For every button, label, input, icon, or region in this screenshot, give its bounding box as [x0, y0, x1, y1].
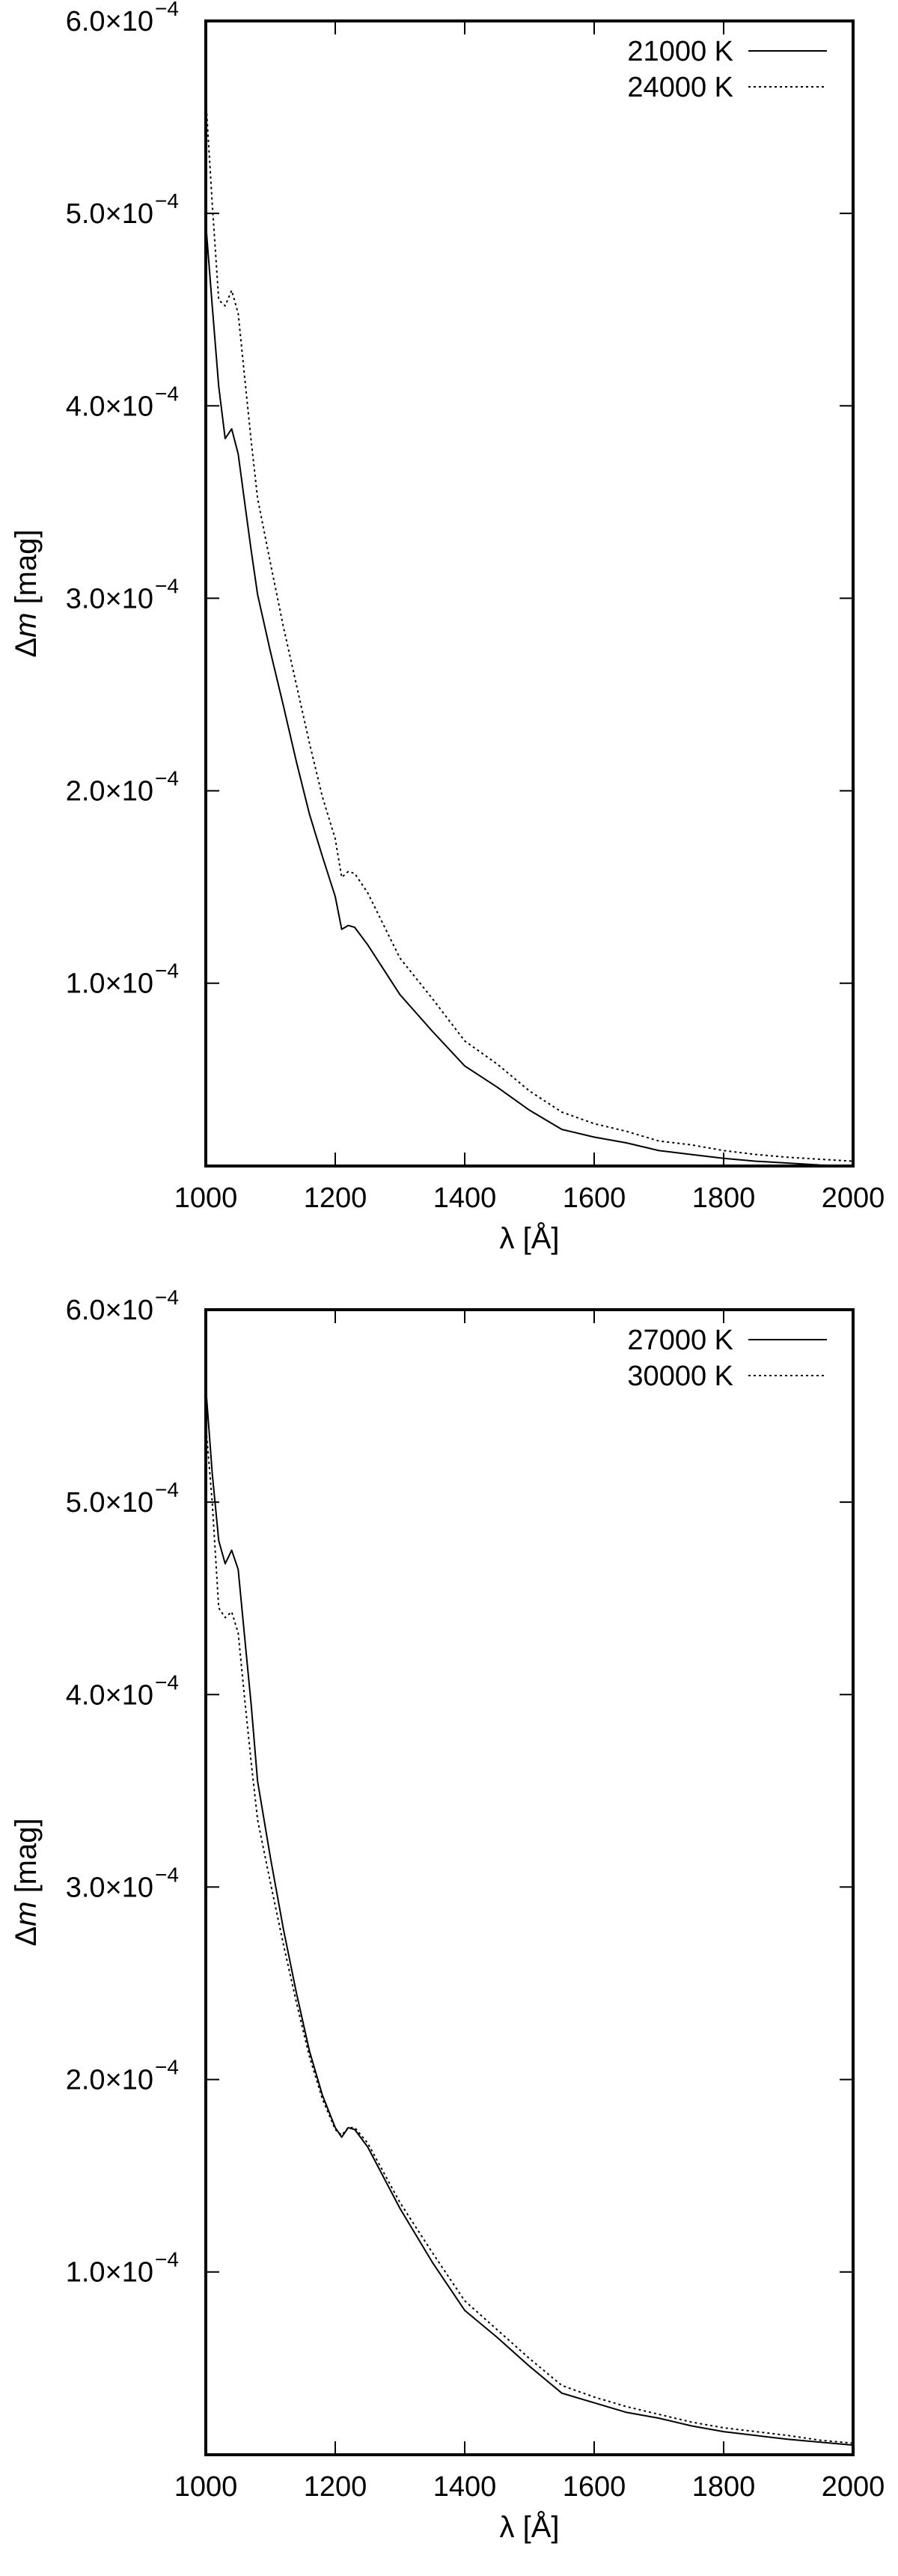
panel-top-x-tick-label-1400: 1400 [433, 1182, 497, 1214]
series-line-27000k [205, 1386, 854, 2447]
panel-top-x-tick-label-2000: 2000 [822, 1182, 885, 1214]
panel-bottom-series [205, 1386, 854, 2447]
panel-top-y-tick-label-6: 6.0×10 [66, 6, 153, 37]
panel-top-y-axis-label-symbol: Δ [10, 638, 43, 658]
panel-bottom-y-axis-label-symbol: Δ [10, 1926, 43, 1947]
panel-top-y-axis-label-variable: m [10, 613, 43, 638]
panel-top-y-tick-exponent-6: −4 [155, 0, 179, 20]
panel-bottom-y-axis-label-unit: [mag] [10, 1818, 43, 1901]
panel-top-x-tick-label-1800: 1800 [692, 1182, 756, 1214]
panel-top-y-tick-label-1: 1.0×10 [66, 968, 153, 1000]
panel-bottom-plot-frame [204, 1308, 855, 2456]
panel-bottom-y-tick-label-1: 1.0×10 [66, 2257, 153, 2289]
panel-bottom-x-tick-label-1000: 1000 [174, 2471, 238, 2503]
panel-bottom-x-tick-label-1200: 1200 [304, 2471, 367, 2503]
panel-top-legend: 21000 K 24000 K [627, 36, 827, 103]
series-line-24000k [205, 97, 854, 1162]
legend-label-27000k: 27000 K [627, 1325, 733, 1356]
panel-bottom-x-tick-label-2000: 2000 [822, 2471, 885, 2503]
series-line-30000k [205, 1425, 854, 2444]
panel-bottom-y-tick-label-6: 6.0×10 [66, 1295, 153, 1326]
panel-bottom-x-tick-label-1600: 1600 [563, 2471, 626, 2503]
panel-bottom-x-tick-label-1400: 1400 [433, 2471, 497, 2503]
panel-bottom-y-tick-exponent-6: −4 [155, 1286, 179, 1309]
panel-bottom-y-tick-label-5: 5.0×10 [66, 1487, 153, 1519]
panel-bottom-y-tick-exponent-5: −4 [155, 1478, 179, 1501]
panel-bottom-x-axis-label: λ [Å] [499, 2510, 559, 2544]
panel-top-y-axis-label-unit: [mag] [10, 529, 43, 612]
panel-top-y-tick-exponent-2: −4 [155, 767, 179, 790]
panel-top-x-tick-label-1000: 1000 [174, 1182, 238, 1214]
panel-top-x-tick-label-1600: 1600 [563, 1182, 626, 1214]
panel-top-y-tick-label-2: 2.0×10 [66, 776, 153, 808]
panel-top-y-tick-label-4: 4.0×10 [66, 391, 153, 422]
legend-label-21000k: 21000 K [627, 36, 733, 67]
panel-top-y-tick-exponent-3: −4 [155, 574, 179, 597]
panel-bottom-x-tick-label-1800: 1800 [692, 2471, 756, 2503]
panel-bottom-y-axis-label: Δm [mag] [10, 1818, 43, 1946]
panel-bottom-y-tick-exponent-3: −4 [155, 1863, 179, 1886]
panel-bottom-y-tick-exponent-1: −4 [155, 2248, 179, 2271]
legend-label-30000k: 30000 K [627, 1361, 733, 1392]
panel-top-y-tick-exponent-1: −4 [155, 959, 179, 983]
panel-bottom-y-tick-exponent-2: −4 [155, 2056, 179, 2079]
panel-bottom-y-tick-label-2: 2.0×10 [66, 2065, 153, 2096]
panel-top-y-axis-label: Δm [mag] [10, 529, 43, 657]
panel-top-y-tick-label-5: 5.0×10 [66, 198, 153, 230]
panel-top-y-tick-label-3: 3.0×10 [66, 583, 153, 614]
panel-top-y-tick-exponent-4: −4 [155, 382, 179, 405]
panel-top-x-tick-label-1200: 1200 [304, 1182, 367, 1214]
panel-top-plot-frame [204, 19, 855, 1168]
legend-label-24000k: 24000 K [627, 72, 733, 103]
panel-bottom-y-tick-exponent-4: −4 [155, 1670, 179, 1694]
panel-top-y-tick-exponent-5: −4 [155, 189, 179, 213]
panel-bottom-legend: 27000 K 30000 K [627, 1325, 827, 1392]
panel-bottom-y-tick-label-3: 3.0×10 [66, 1872, 153, 1903]
series-line-21000k [205, 222, 854, 1167]
panel-top-series [205, 97, 854, 1167]
panel-bottom-y-tick-label-4: 4.0×10 [66, 1679, 153, 1711]
panel-bottom-y-axis-label-variable: m [10, 1902, 43, 1926]
panel-top-x-axis-label: λ [Å] [499, 1221, 559, 1255]
